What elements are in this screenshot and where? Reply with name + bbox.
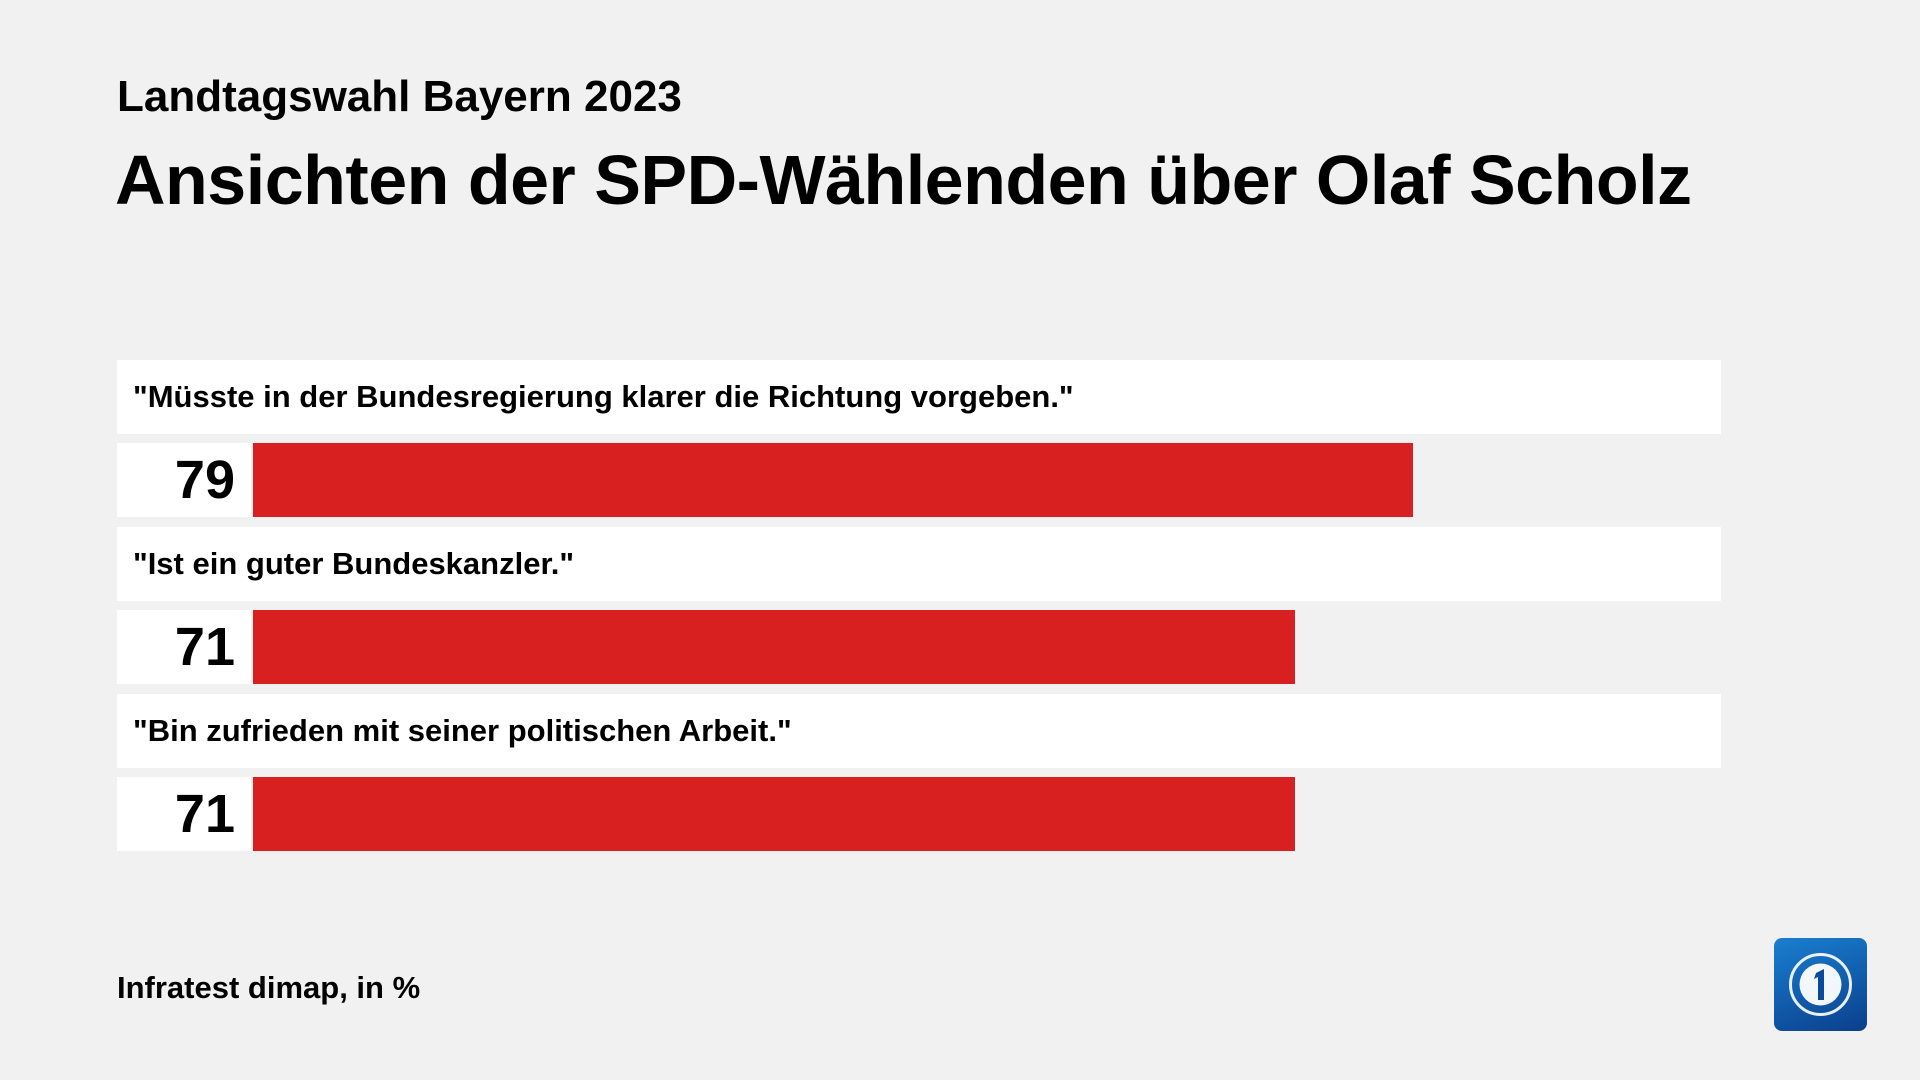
value-label-box: 79	[117, 443, 251, 517]
value-label-box: 71	[117, 610, 251, 684]
category-label-row: "Bin zufrieden mit seiner politischen Ar…	[117, 694, 1721, 768]
category-label-row: "Ist ein guter Bundeskanzler."	[117, 527, 1721, 601]
source-note: Infratest dimap, in %	[117, 970, 421, 1005]
value-label: 71	[174, 784, 235, 844]
value-label: 71	[174, 617, 235, 677]
category-label: "Bin zufrieden mit seiner politischen Ar…	[133, 713, 792, 748]
bar	[253, 610, 1296, 684]
bar	[253, 777, 1296, 851]
chart-subtitle: Landtagswahl Bayern 2023	[117, 72, 682, 121]
chart-title: Ansichten der SPD-Wählenden über Olaf Sc…	[115, 141, 1692, 219]
value-label-box: 71	[117, 777, 251, 851]
category-label: "Ist ein guter Bundeskanzler."	[133, 546, 575, 581]
category-label: "Müsste in der Bundesregierung klarer di…	[133, 379, 1074, 414]
category-label-row: "Müsste in der Bundesregierung klarer di…	[117, 360, 1721, 434]
value-label: 79	[174, 450, 235, 510]
bar	[253, 443, 1413, 517]
tagesschau-logo	[1774, 938, 1867, 1031]
